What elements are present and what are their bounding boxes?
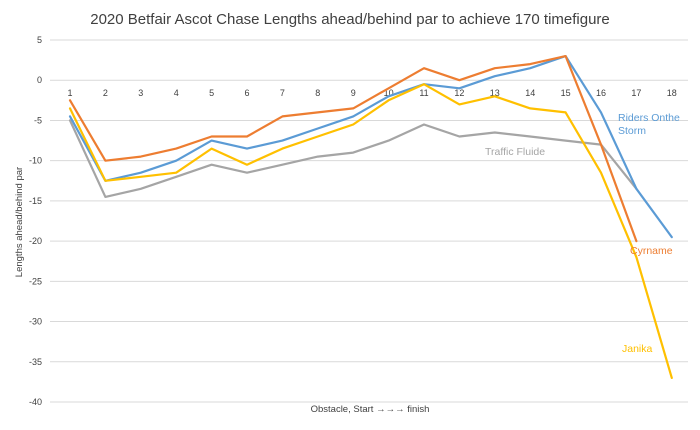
series-lines	[68, 54, 673, 379]
series-label-traffic-fluide: Traffic Fluide	[485, 146, 545, 158]
x-tick-label: 9	[351, 88, 356, 98]
y-axis-ticks: 5 0 -5 -10 -15 -20 -25 -30 -35 -40	[29, 35, 42, 407]
x-tick-label: 3	[138, 88, 143, 98]
x-axis-title: Obstacle, Start →→→ finish	[311, 404, 430, 415]
y-tick-label: -10	[29, 156, 42, 166]
series-label-cyrname: Cyrname	[630, 245, 673, 257]
x-tick-label: 12	[454, 88, 464, 98]
y-tick-label: -25	[29, 276, 42, 286]
x-axis-ticks: 1 2 3 4 5 6 7 8 9 10 11 12 13 14 15 16 17 18	[67, 88, 676, 98]
chart-title: 2020 Betfair Ascot Chase Lengths ahead/b…	[90, 11, 610, 28]
x-tick-label: 5	[209, 88, 214, 98]
x-tick-label: 2	[103, 88, 108, 98]
y-tick-label: -15	[29, 196, 42, 206]
gridlines	[50, 39, 688, 403]
x-tick-label: 13	[490, 88, 500, 98]
y-tick-label: -35	[29, 357, 42, 367]
x-tick-label: 16	[596, 88, 606, 98]
series-labels: Traffic Fluide Riders Onthe Storm Janika Cyr…	[485, 112, 680, 355]
x-tick-label: 6	[244, 88, 249, 98]
y-tick-label: -20	[29, 236, 42, 246]
x-tick-label: 17	[631, 88, 641, 98]
x-tick-label: 1	[67, 88, 72, 98]
series-label-janika: Janika	[622, 343, 653, 355]
y-tick-label: 5	[37, 35, 42, 45]
y-tick-label: -40	[29, 397, 42, 407]
series-label-riders-onthe-storm: Riders Onthe Storm	[618, 112, 680, 137]
x-tick-label: 8	[315, 88, 320, 98]
series-line-janika	[68, 83, 673, 379]
x-tick-label: 14	[525, 88, 535, 98]
x-tick-label: 10	[384, 88, 394, 98]
y-axis-title: Lengths ahead/behind par	[14, 167, 25, 277]
x-tick-label: 4	[174, 88, 179, 98]
x-tick-label: 11	[419, 88, 428, 98]
x-tick-label: 15	[561, 88, 571, 98]
x-tick-label: 7	[280, 88, 285, 98]
y-tick-label: 0	[37, 75, 42, 85]
series-line-traffic-fluide	[68, 119, 638, 198]
series-line-riders-onthe-storm	[68, 54, 673, 239]
y-tick-label: -30	[29, 317, 42, 327]
x-tick-label: 18	[667, 88, 677, 98]
y-tick-label: -5	[34, 115, 42, 125]
series-line-cyrname	[68, 54, 638, 243]
